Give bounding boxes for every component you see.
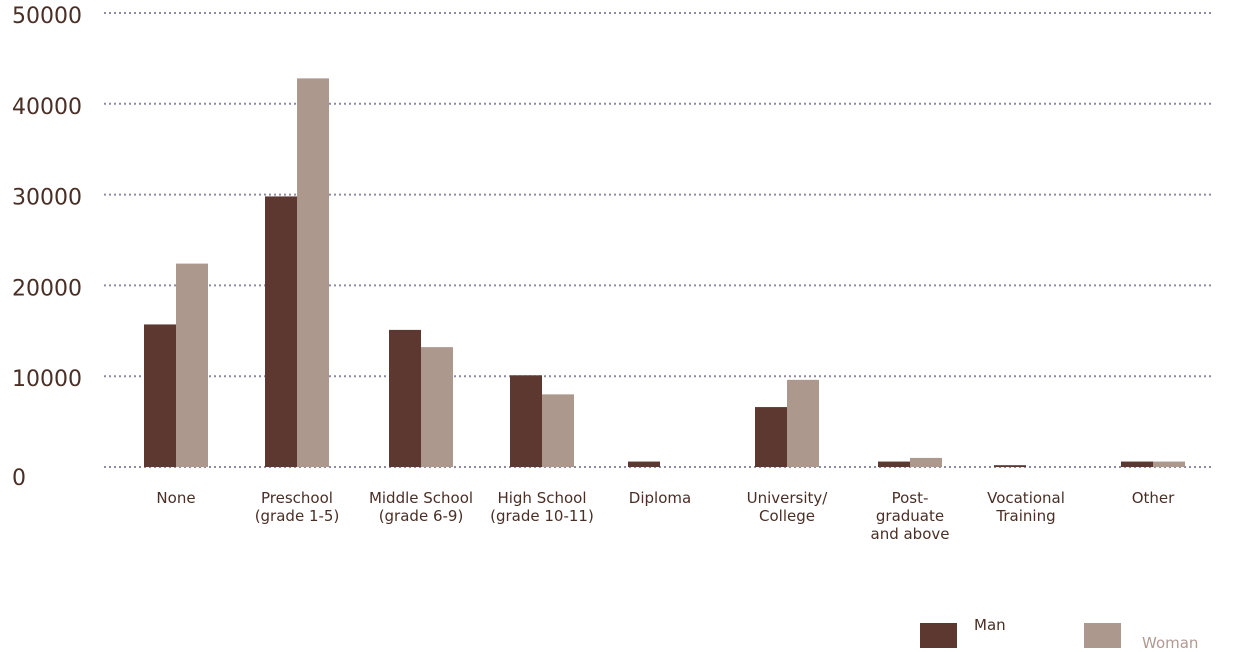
x-category-label-line: College [759, 507, 815, 525]
x-category-label-line: Other [1132, 489, 1175, 507]
legend: Man Woman [920, 616, 1198, 652]
x-category-label-line: Post- [892, 489, 929, 507]
legend-label-man: Man [974, 616, 1006, 634]
legend-swatch-man [920, 623, 957, 648]
x-category-label-line: and above [871, 525, 950, 543]
bars [144, 78, 1185, 467]
bar-man-2 [389, 329, 421, 467]
x-category-label: Preschool (grade 1-5) [255, 489, 340, 525]
x-category-label-line: High School [497, 489, 586, 507]
x-category-label-line: Preschool [261, 489, 333, 507]
bar-man-7 [994, 465, 1026, 467]
x-category-label-line: Middle School [369, 489, 473, 507]
bar-woman-8 [1153, 461, 1185, 467]
y-tick-label: 20000 [12, 276, 82, 301]
bar-man-3 [510, 375, 542, 467]
x-category-label-line: (grade 1-5) [255, 507, 340, 525]
x-category-label: Diploma [629, 489, 691, 507]
bar-woman-0 [176, 263, 208, 467]
legend-label-woman: Woman [1142, 634, 1198, 652]
bar-woman-1 [297, 78, 329, 467]
bar-woman-5 [787, 379, 819, 467]
x-category-label-line: None [156, 489, 195, 507]
bar-man-1 [265, 196, 297, 467]
y-axis-tick-labels: 0 10000 20000 30000 40000 50000 [12, 4, 82, 491]
y-tick-label: 30000 [12, 186, 82, 211]
x-category-label: None [156, 489, 195, 507]
legend-swatch-woman [1084, 623, 1121, 648]
bar-man-6 [878, 461, 910, 467]
y-tick-label: 40000 [12, 95, 82, 120]
x-category-label-line: (grade 6-9) [379, 507, 464, 525]
bar-woman-2 [421, 347, 453, 467]
bar-man-8 [1121, 461, 1153, 467]
x-category-label: University/College [747, 489, 829, 525]
bar-man-5 [755, 407, 787, 467]
x-category-label-line: graduate [876, 507, 944, 525]
x-category-label-line: Training [995, 507, 1055, 525]
y-tick-label: 0 [12, 466, 26, 491]
x-category-label: Post-graduate and above [871, 489, 950, 543]
y-tick-label: 50000 [12, 4, 82, 29]
x-category-label-line: Diploma [629, 489, 691, 507]
x-category-label: High School (grade 10-11) [490, 489, 594, 525]
bar-man-4 [628, 461, 660, 467]
y-tick-label: 10000 [12, 367, 82, 392]
x-category-label: Other [1132, 489, 1175, 507]
x-category-label-line: Vocational [987, 489, 1065, 507]
bar-man-0 [144, 324, 176, 467]
x-category-label: Middle School (grade 6-9) [369, 489, 473, 525]
x-category-label-line: University/ [747, 489, 829, 507]
x-category-label: Vocational Training [987, 489, 1065, 525]
bar-woman-3 [542, 394, 574, 467]
bar-woman-6 [910, 457, 942, 467]
x-category-label-line: (grade 10-11) [490, 507, 594, 525]
x-axis-category-labels: None Preschool (grade 1-5)Middle School (gr… [156, 489, 1175, 543]
